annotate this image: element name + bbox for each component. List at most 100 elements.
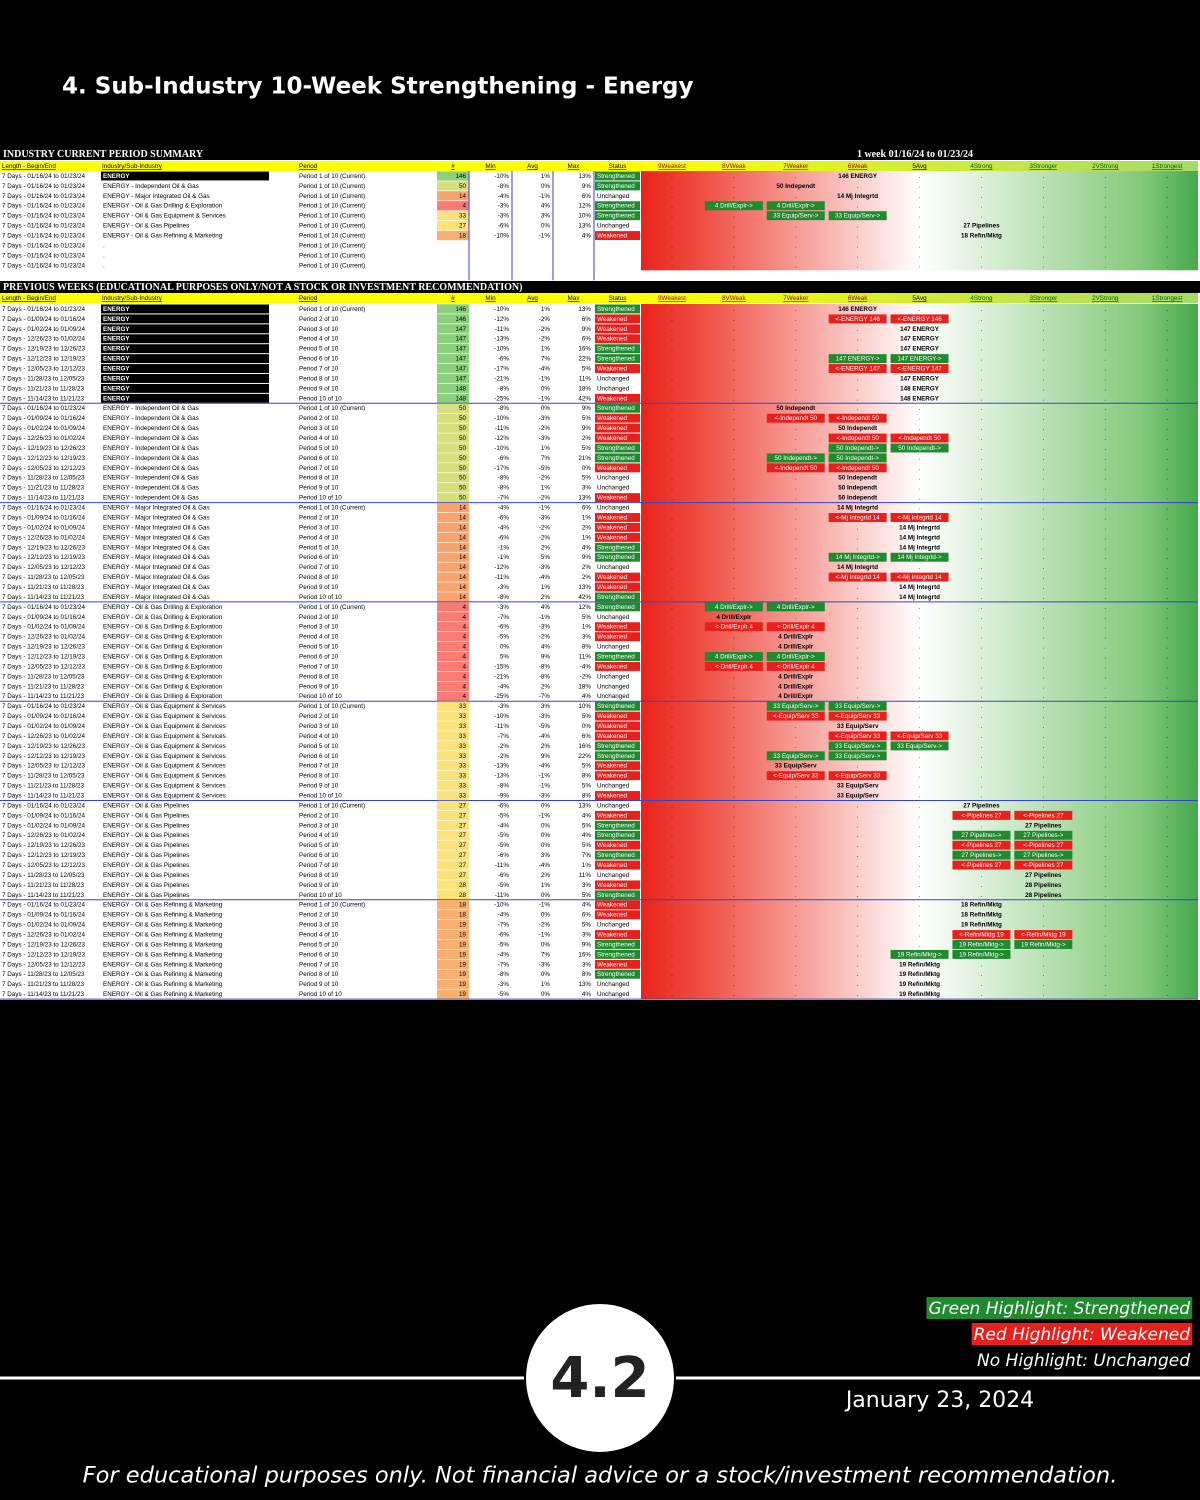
level-dot: . bbox=[857, 961, 859, 968]
row-length: 7 Days - 12/12/23 to 12/19/23 bbox=[2, 653, 85, 660]
level-dot: . bbox=[733, 892, 735, 899]
row-period: Period 4 of 10 bbox=[299, 534, 339, 541]
count: 19 bbox=[459, 932, 467, 939]
change-value: -4% bbox=[539, 862, 551, 869]
change-value: -5% bbox=[498, 941, 510, 948]
level-highlight bbox=[952, 940, 1011, 949]
level-dot: . bbox=[1166, 961, 1168, 968]
change-value: 6% bbox=[582, 316, 592, 323]
row-period: Period 5 of 10 bbox=[299, 743, 339, 750]
level-dot: . bbox=[981, 644, 983, 651]
level-dot: . bbox=[1166, 594, 1168, 601]
level-dot: . bbox=[671, 415, 673, 422]
change-value: -12% bbox=[494, 564, 509, 571]
count-cell bbox=[437, 552, 469, 562]
level-dot: . bbox=[671, 961, 673, 968]
level-dot: . bbox=[1166, 415, 1168, 422]
level-dot: . bbox=[919, 703, 921, 710]
count: 4 bbox=[462, 634, 466, 641]
column-header: # bbox=[451, 295, 455, 302]
change-value: -1% bbox=[539, 773, 551, 780]
level-label: <-Drill/Explr 4 bbox=[715, 663, 753, 670]
count: 14 bbox=[459, 534, 467, 541]
row-industry: ENERGY - Oil & Gas Refining & Marketing bbox=[103, 961, 223, 968]
level-dot: . bbox=[1104, 941, 1106, 948]
count-cell bbox=[437, 830, 469, 840]
level-dot: . bbox=[1166, 812, 1168, 819]
status-cell bbox=[595, 622, 640, 632]
count-cell bbox=[437, 910, 469, 920]
level-highlight bbox=[704, 661, 763, 671]
level-highlight bbox=[766, 701, 825, 711]
level-dot: . bbox=[919, 415, 921, 422]
status-cell bbox=[595, 522, 640, 532]
change-value: 3% bbox=[541, 213, 551, 220]
level-dot: . bbox=[733, 723, 735, 730]
change-value: 3% bbox=[582, 882, 592, 889]
change-value: -1% bbox=[498, 554, 510, 561]
row-industry: ENERGY - Oil & Gas Pipelines bbox=[103, 872, 189, 879]
level-dot: . bbox=[981, 634, 983, 641]
level-dot: . bbox=[1104, 614, 1106, 621]
level-highlight bbox=[828, 364, 887, 374]
count: 50 bbox=[459, 445, 467, 452]
level-dot: . bbox=[1166, 842, 1168, 849]
count: 18 bbox=[459, 912, 467, 919]
change-value: -8% bbox=[498, 594, 510, 601]
row-length: 7 Days - 01/09/24 to 01/16/24 bbox=[2, 812, 85, 819]
level-highlight bbox=[828, 314, 887, 324]
count: 50 bbox=[459, 485, 467, 492]
row-industry: ENERGY - Oil & Gas Refining & Marketing bbox=[103, 981, 223, 988]
level-highlight bbox=[952, 810, 1011, 820]
row-period: Period 4 of 10 bbox=[299, 336, 339, 343]
level-dot: . bbox=[733, 223, 735, 230]
count: 147 bbox=[455, 346, 466, 353]
row-length: 7 Days - 01/09/24 to 01/16/24 bbox=[2, 614, 85, 621]
change-value: -5% bbox=[498, 812, 510, 819]
level-dot: . bbox=[733, 842, 735, 849]
level-dot: . bbox=[795, 395, 797, 402]
status-cell bbox=[595, 860, 640, 870]
level-dot: . bbox=[671, 495, 673, 502]
count-cell bbox=[437, 572, 469, 582]
level-dot: . bbox=[1166, 544, 1168, 551]
row-length: 7 Days - 01/16/24 to 01/23/24 bbox=[2, 505, 85, 512]
level-dot: . bbox=[1104, 385, 1106, 392]
level-dot: . bbox=[1042, 544, 1044, 551]
status: Unchanged bbox=[597, 872, 630, 879]
change-value: -8% bbox=[539, 663, 551, 670]
level-dot: . bbox=[981, 242, 983, 249]
status: Strengthened bbox=[597, 971, 635, 978]
row-length: 7 Days - 11/21/23 to 11/28/23 bbox=[2, 783, 85, 790]
row-period: Period 8 of 10 bbox=[299, 574, 339, 581]
level-dot: . bbox=[1104, 495, 1106, 502]
row-industry: ENERGY - Oil & Gas Refining & Marketing bbox=[103, 951, 223, 958]
row-period: Period 4 of 10 bbox=[299, 832, 339, 839]
change-value: 2% bbox=[541, 683, 551, 690]
row-period: Period 9 of 10 bbox=[299, 584, 339, 591]
status: Weakened bbox=[597, 366, 627, 373]
row-period: Period 9 of 10 bbox=[299, 385, 339, 392]
row-period: Period 10 of 10 bbox=[299, 594, 342, 601]
level-dot: . bbox=[919, 485, 921, 492]
count-cell bbox=[437, 211, 469, 221]
level-dot: . bbox=[981, 356, 983, 363]
level-highlight bbox=[828, 513, 887, 522]
row-industry: ENERGY - Major Integrated Oil & Gas bbox=[103, 524, 210, 531]
level-dot: . bbox=[733, 465, 735, 472]
level-dot: . bbox=[1104, 822, 1106, 829]
level-dot: . bbox=[733, 366, 735, 373]
row-industry: ENERGY - Major Integrated Oil & Gas bbox=[103, 544, 210, 551]
change-value: -1% bbox=[498, 544, 510, 551]
row-length: 7 Days - 12/12/23 to 12/19/23 bbox=[2, 554, 85, 561]
level-label: 4 Drill/Explr bbox=[778, 673, 814, 680]
level-dot: . bbox=[919, 173, 921, 180]
level-dot: . bbox=[1104, 435, 1106, 442]
level-label: 14 Mj Integrtd-> bbox=[897, 554, 942, 561]
row-period: Period 1 of 10 (Current) bbox=[299, 306, 365, 313]
level-dot: . bbox=[733, 673, 735, 680]
level-dot: . bbox=[1166, 822, 1168, 829]
row-period: Period 10 of 10 bbox=[299, 395, 342, 402]
level-dot: . bbox=[1104, 173, 1106, 180]
row-period: Period 7 of 10 bbox=[299, 961, 339, 968]
